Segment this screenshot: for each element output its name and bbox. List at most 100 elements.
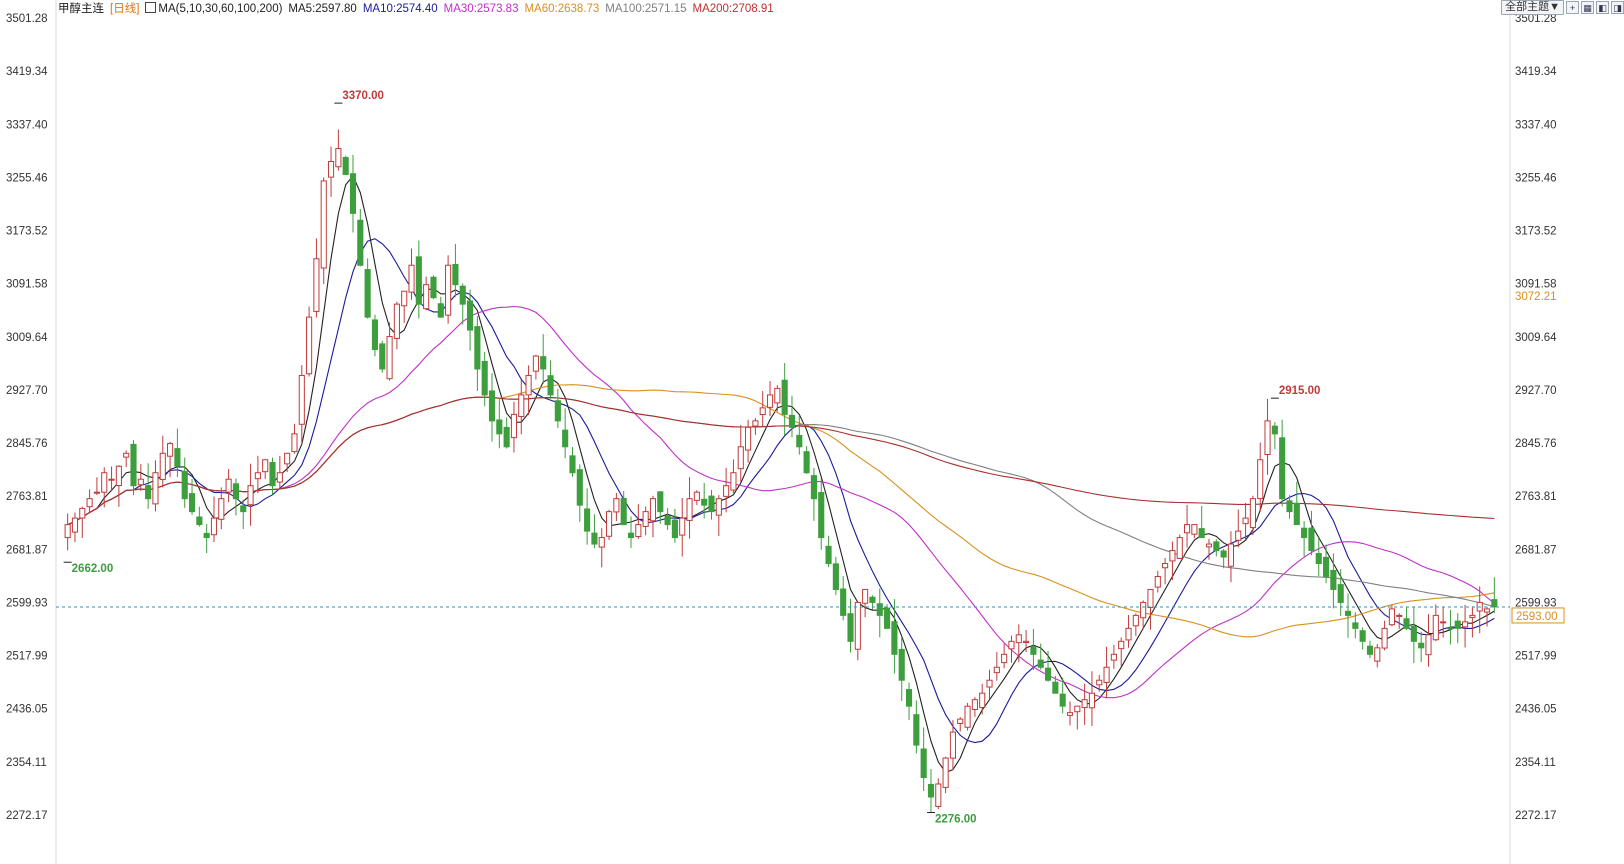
- candle-body: [942, 757, 949, 788]
- candle-body: [708, 495, 715, 513]
- candle-body: [993, 666, 1000, 674]
- candle-body: [540, 356, 547, 370]
- y-tick-label-left: 2517.99: [6, 651, 48, 663]
- candle-body: [788, 414, 796, 428]
- candle-body: [554, 400, 561, 422]
- y-tick-label-right: 2763.81: [1515, 491, 1557, 503]
- candle-body: [445, 264, 452, 316]
- candle-body: [306, 316, 313, 375]
- y-tick-label-right: 2272.17: [1515, 810, 1557, 822]
- candle-body: [1088, 692, 1096, 709]
- y-tick-label-left: 3009.64: [6, 332, 48, 344]
- ma5-value: MA5:2597.80: [288, 3, 357, 15]
- candle-body: [701, 498, 708, 506]
- candle-body: [167, 443, 174, 457]
- candle-body: [1052, 681, 1059, 694]
- add-panel-icon[interactable]: +: [1566, 1, 1579, 14]
- candle-body: [1235, 530, 1242, 541]
- theme-dropdown[interactable]: 全部主题▼: [1501, 0, 1564, 15]
- candle-body: [488, 390, 496, 422]
- candle-body: [1410, 625, 1417, 642]
- candle-body: [1440, 621, 1447, 624]
- y-tick-label-left: 3501.28: [6, 13, 48, 25]
- candle-body: [745, 426, 752, 451]
- candles: [64, 129, 1498, 814]
- ma30-line: [67, 305, 1495, 699]
- candle-body: [774, 387, 781, 404]
- ma60-line: [67, 384, 1495, 638]
- candle-body: [584, 508, 591, 532]
- candle-body: [1388, 608, 1395, 626]
- candle-body: [181, 470, 188, 500]
- candle-body: [1132, 614, 1139, 627]
- ma60-tag-label: 3072.21: [1515, 291, 1557, 303]
- symbol-name[interactable]: 甲醇主连: [58, 3, 104, 15]
- y-tick-label-left: 2354.11: [6, 757, 47, 769]
- candle-body: [145, 485, 152, 500]
- candle-body: [423, 284, 430, 310]
- price-annotations: 2593.00 3072.21 3370.00 2662.00 2915.00 2276.…: [56, 90, 1565, 826]
- candle-body: [101, 472, 108, 493]
- candle-body: [927, 783, 935, 798]
- candle-body: [840, 588, 847, 616]
- ma200-value: MA200:2708.91: [692, 3, 774, 15]
- candle-body: [1454, 620, 1461, 629]
- candle-body: [1096, 679, 1103, 686]
- candle-body: [1110, 653, 1117, 661]
- candle-body: [1191, 524, 1198, 535]
- candle-body: [964, 705, 971, 728]
- y-axis-left: 3501.28 3419.34 3337.40 3255.46 3173.52 3091.…: [6, 13, 48, 822]
- candle-body: [1074, 705, 1081, 713]
- indicator-settings-icon[interactable]: [145, 2, 157, 13]
- y-tick-label-right: 2681.87: [1515, 544, 1557, 556]
- y-tick-label-left: 2436.05: [6, 704, 48, 716]
- y-tick-label-right: 2599.93: [1515, 597, 1557, 609]
- candle-body: [598, 537, 605, 548]
- candle-body: [1162, 563, 1169, 569]
- candle-body: [459, 285, 466, 305]
- y-tick-label-right: 2517.99: [1515, 651, 1557, 663]
- candle-body: [1264, 420, 1271, 455]
- candle-body: [642, 511, 649, 527]
- y-tick-label-left: 2272.17: [6, 810, 48, 822]
- candle-body: [79, 507, 86, 519]
- y-tick-label-left: 3337.40: [6, 119, 48, 131]
- candle-body: [547, 375, 554, 396]
- candle-body: [196, 516, 203, 526]
- candle-body: [576, 469, 583, 506]
- candle-body: [752, 420, 759, 427]
- grid-icon[interactable]: ▦: [1581, 1, 1594, 14]
- candle-body: [591, 532, 598, 545]
- candle-body: [532, 355, 539, 372]
- candle-body: [832, 563, 839, 590]
- candle-body: [386, 336, 393, 380]
- candle-body: [1344, 610, 1352, 616]
- candle-body: [71, 517, 79, 533]
- candle-body: [232, 483, 239, 500]
- candle-body: [905, 689, 913, 707]
- candle-body: [1483, 608, 1491, 613]
- candle-body: [137, 478, 144, 486]
- candle-body: [123, 452, 130, 458]
- candle-body: [64, 524, 71, 539]
- candle-body: [327, 160, 335, 178]
- candle-body: [979, 692, 986, 708]
- ma5-line: [67, 174, 1495, 773]
- chart-header: 甲醇主连 [日线] MA(5,10,30,60,100,200) MA5:259…: [58, 0, 774, 18]
- candle-body: [86, 498, 93, 508]
- zoom-out-icon[interactable]: ◧: [1596, 1, 1609, 14]
- candle-body: [898, 648, 905, 681]
- ma-indicator[interactable]: MA(5,10,30,60,100,200): [145, 0, 282, 18]
- zoom-in-icon[interactable]: ◨: [1611, 1, 1624, 14]
- candle-body: [606, 511, 613, 537]
- candle-body: [1030, 646, 1037, 655]
- candle-body: [452, 263, 459, 286]
- candle-body: [635, 524, 642, 538]
- period-label[interactable]: [日线]: [110, 3, 140, 15]
- candle-body: [1066, 712, 1074, 716]
- candle-body: [1249, 498, 1256, 529]
- y-tick-label-right: 3091.58: [1515, 279, 1557, 291]
- candle-body: [152, 472, 159, 505]
- candle-body: [1242, 517, 1249, 525]
